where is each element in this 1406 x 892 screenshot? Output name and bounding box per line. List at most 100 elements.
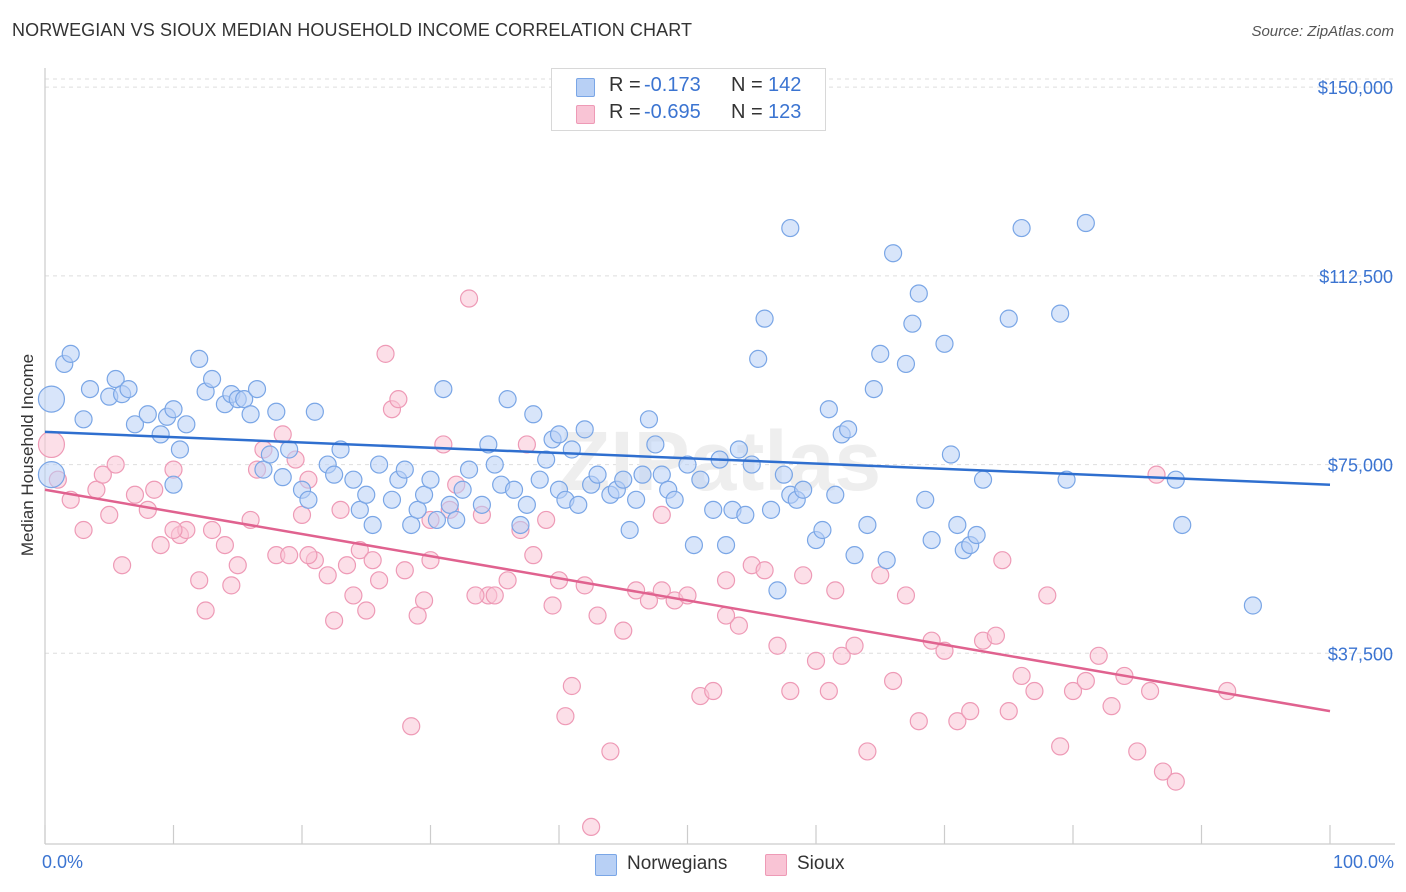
norwegians-point <box>652 465 671 484</box>
norwegians-point <box>691 470 710 489</box>
grid-lines <box>45 78 1395 654</box>
norwegians-point <box>877 551 896 570</box>
y-tick-labels: $37,500 $75,000 $112,500 $150,000 <box>1318 78 1393 664</box>
norwegians-point <box>138 405 157 424</box>
y-axis-label: Median Household Income <box>18 354 37 556</box>
norwegians-point <box>813 520 832 540</box>
sioux-point <box>325 611 344 630</box>
norwegians-point <box>704 500 723 519</box>
norwegians-point <box>684 535 704 555</box>
sioux-point <box>716 571 736 590</box>
norwegians-trend-line <box>44 430 1331 486</box>
norwegians-point <box>935 334 954 353</box>
norwegians-point <box>357 485 376 504</box>
legend-r-value: -0.173 <box>644 74 701 96</box>
sioux-point <box>858 742 877 761</box>
norwegians-point <box>370 455 389 474</box>
sioux-point <box>125 485 145 504</box>
series-legend: Norwegians Sioux <box>0 852 1406 878</box>
norwegians-point <box>626 490 646 509</box>
legend-r-label: R = <box>609 74 641 96</box>
sioux-point <box>190 571 209 590</box>
sioux-point <box>543 596 562 615</box>
norwegians-label: Norwegians <box>627 853 728 874</box>
norwegians-point <box>447 510 466 530</box>
norwegians-point <box>749 349 768 369</box>
norwegians-point <box>729 440 749 459</box>
norwegians-point <box>517 495 536 514</box>
sioux-point <box>1218 681 1237 701</box>
norwegians-point <box>633 465 652 484</box>
norwegians-point <box>736 505 755 525</box>
norwegians-point <box>562 440 581 459</box>
norwegians-point <box>909 284 928 303</box>
norwegians-point <box>61 344 80 363</box>
sioux-points <box>37 289 1237 837</box>
sioux-point <box>1025 681 1044 701</box>
norwegians-point <box>305 402 324 421</box>
norwegians-point <box>472 495 491 514</box>
sioux-point <box>826 581 845 600</box>
sioux-point <box>370 571 389 590</box>
legend-r-label: R = <box>609 101 641 123</box>
norwegians-point <box>755 309 774 328</box>
norwegians-point <box>742 455 761 474</box>
sioux-point <box>1012 666 1031 686</box>
norwegians-point <box>363 515 382 535</box>
norwegians-point <box>164 475 183 494</box>
sioux-trend-line <box>44 488 1331 713</box>
sioux-point <box>524 546 543 565</box>
legend-r-value: -0.695 <box>644 101 701 123</box>
norwegians-point <box>922 530 941 550</box>
sioux-point <box>614 621 633 640</box>
norwegians-point <box>106 369 125 389</box>
norwegians-point <box>761 500 781 519</box>
sioux-point <box>1128 742 1147 761</box>
norwegians-point <box>1051 304 1070 323</box>
norwegians-point <box>639 410 659 429</box>
norwegians-point <box>504 480 524 499</box>
sioux-point <box>755 561 774 580</box>
sioux-point <box>151 535 170 555</box>
norwegians-point <box>453 480 472 499</box>
norwegians-point <box>119 379 138 399</box>
sioux-point <box>832 646 851 665</box>
norwegians-point <box>620 520 639 540</box>
norwegians-point <box>414 485 434 504</box>
norwegians-point <box>871 344 890 363</box>
sioux-point <box>845 636 864 655</box>
sioux-point <box>1089 646 1108 665</box>
sioux-point <box>806 651 826 670</box>
sioux-point <box>1076 671 1095 691</box>
sioux-point <box>215 535 234 555</box>
norwegians-point <box>646 435 665 454</box>
norwegians-point <box>537 450 556 469</box>
sioux-point <box>1153 762 1173 781</box>
norwegians-point <box>896 354 916 374</box>
sioux-point <box>819 681 838 701</box>
norwegians-point <box>883 244 903 263</box>
norwegians-point <box>254 460 273 479</box>
norwegians-point <box>575 420 594 439</box>
sioux-point <box>408 606 427 625</box>
sioux-point <box>376 344 395 363</box>
norwegians-point <box>948 515 967 535</box>
sioux-point <box>948 712 967 731</box>
correlation-legend: R = -0.173 N = 142 R = -0.695 N = 123 <box>551 68 826 131</box>
x-min-label: 0.0% <box>42 852 84 872</box>
norwegians-point <box>170 440 190 459</box>
sioux-point <box>556 707 575 726</box>
sioux-point <box>164 520 183 540</box>
norwegians-point <box>202 369 222 389</box>
source-label: Source: ZipAtlas.com <box>1251 23 1394 40</box>
sioux-point <box>1166 772 1185 791</box>
sioux-point <box>986 626 1006 645</box>
sioux-point <box>318 566 337 585</box>
legend-swatch-pink <box>576 105 595 124</box>
norwegians-point <box>665 490 684 509</box>
sioux-point <box>498 571 517 590</box>
sioux-point <box>145 480 164 499</box>
sioux-point <box>562 676 581 696</box>
norwegians-point <box>164 400 183 419</box>
